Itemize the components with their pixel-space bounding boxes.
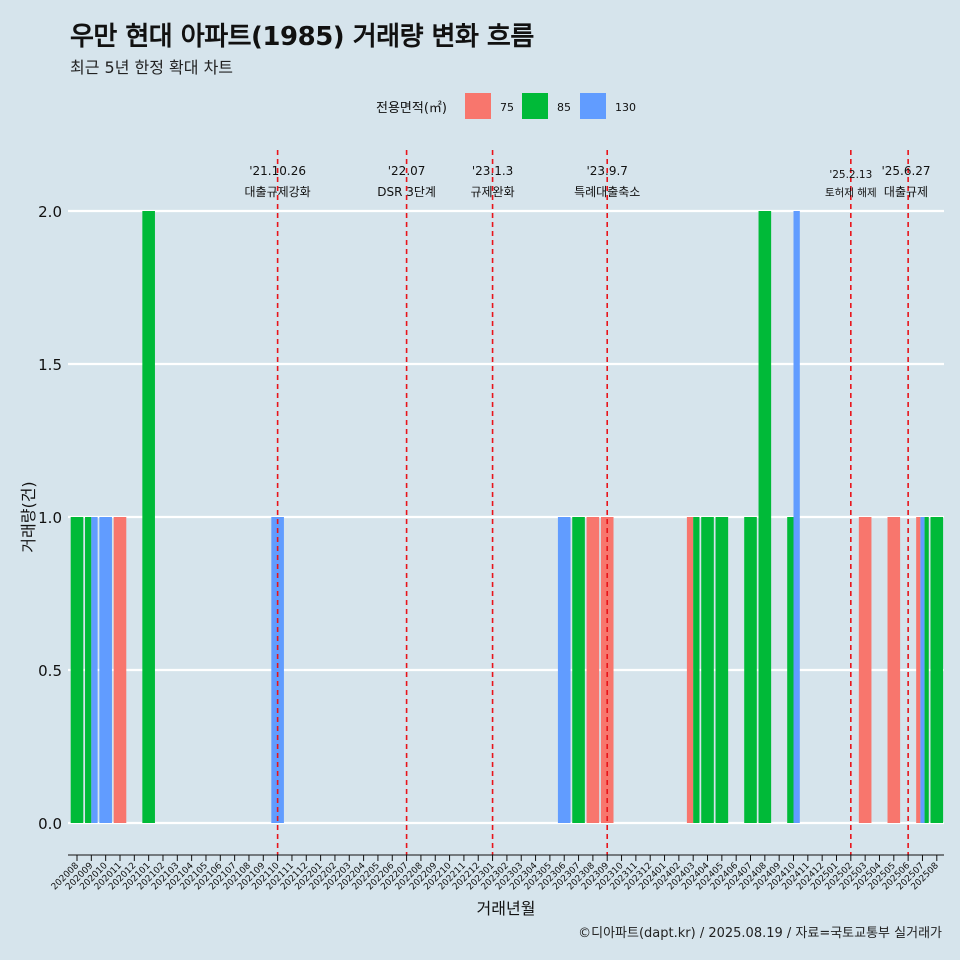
annotation-label: 토허제 해제 (825, 186, 877, 199)
bar-202408-85 (758, 211, 772, 823)
bar-202410-85 (787, 517, 794, 823)
annotation-label: DSR 3단계 (377, 185, 436, 199)
annotation-label: 대출규제 (884, 185, 928, 199)
y-tick-label: 2.0 (38, 203, 62, 221)
annotation-date: '25.2.13 (829, 169, 872, 181)
legend-label-85: 85 (557, 101, 571, 114)
x-axis-ticks: 2020082020092020102020112020122021012021… (50, 855, 941, 892)
annotation-date: '25.6.27 (881, 164, 930, 178)
y-tick-label: 0.5 (38, 662, 62, 680)
bar-202009-130 (91, 517, 98, 823)
legend-swatch-75 (465, 93, 491, 119)
legend-title: 전용면적(㎡) (376, 101, 447, 116)
annotation-label: 규제완화 (470, 185, 514, 199)
legend-swatch-85 (522, 93, 548, 119)
bar-202507-130 (920, 517, 925, 823)
bar-202011-75 (113, 517, 127, 823)
y-tick-label: 1.5 (38, 356, 62, 374)
bar-202410-130 (793, 211, 800, 823)
annotation-date: '23.9.7 (586, 164, 627, 178)
bar-202403-75 (686, 517, 694, 823)
annotation-label: 특례대출축소 (574, 185, 640, 199)
gridlines (68, 209, 944, 825)
bar-202110-130 (271, 517, 284, 823)
source-caption: ©디아파트(dapt.kr) / 2025.08.19 / 자료=국토교통부 실… (578, 926, 942, 941)
x-axis-title: 거래년월 (477, 899, 536, 918)
annotation-date: '21.10.26 (249, 164, 306, 178)
annotation-lines (276, 150, 909, 855)
bar-202307-85 (572, 517, 585, 823)
legend-label-130: 130 (615, 101, 636, 114)
bar-202308-75 (586, 517, 600, 823)
chart-title: 우만 현대 아파트(1985) 거래량 변화 흐름 (70, 22, 534, 52)
bar-202008-85 (70, 517, 84, 823)
annotation-label: 대출규제강화 (244, 185, 310, 199)
bar-202009-85 (85, 517, 92, 823)
bars (70, 211, 944, 823)
y-tick-label: 1.0 (38, 509, 62, 527)
bar-202010-130 (99, 517, 112, 823)
y-axis-title: 거래량(건) (19, 481, 38, 552)
chart-subtitle: 최근 5년 한정 확대 차트 (70, 58, 234, 77)
legend-swatch-130 (580, 93, 606, 119)
legend-label-75: 75 (500, 101, 514, 114)
bar-202405-85 (715, 517, 729, 823)
bar-202503-75 (858, 517, 872, 823)
bar-202407-85 (744, 517, 757, 823)
bar-202507-85 (924, 517, 929, 823)
annotation-date: '23.1.3 (472, 164, 513, 178)
annotation-date: '22.07 (388, 164, 426, 178)
bar-202404-85 (701, 517, 714, 823)
y-tick-label: 0.0 (38, 815, 62, 833)
annotation-labels: '21.10.26 대출규제강화 '22.07 DSR 3단계 '23.1.3 규제완화 '… (244, 164, 930, 199)
bar-202101-85 (142, 211, 155, 823)
bar-202306-130 (557, 517, 571, 823)
bar-202309-75 (600, 517, 614, 823)
bar-202403-85 (693, 517, 700, 823)
bar-202507-75 (916, 517, 921, 823)
bar-202508-85 (930, 517, 944, 823)
bar-202505-75 (887, 517, 901, 823)
legend: 전용면적(㎡) 75 85 130 (376, 93, 636, 119)
y-axis-ticks: 0.0 0.5 1.0 1.5 2.0 (38, 203, 62, 833)
